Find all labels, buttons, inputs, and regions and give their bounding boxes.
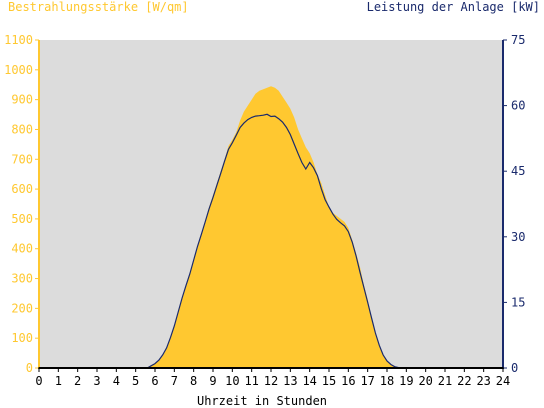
x-tick-label: 11 [244,374,258,388]
left-tick-label: 100 [11,331,33,345]
x-tick-label: 19 [399,374,413,388]
irradiance-area-series [39,86,503,368]
x-tick-label: 15 [322,374,336,388]
x-tick-label: 12 [264,374,278,388]
series-layer [39,86,503,369]
x-tick-label: 5 [132,374,139,388]
x-tick-label: 4 [113,374,120,388]
left-tick-label: 200 [11,301,33,315]
right-tick-label: 75 [511,33,525,47]
right-tick-label: 60 [511,99,525,113]
right-tick-label: 0 [511,361,518,375]
x-tick-label: 18 [380,374,394,388]
x-tick-label: 24 [496,374,510,388]
x-tick-label: 17 [360,374,374,388]
left-tick-label: 700 [11,152,33,166]
x-tick-label: 10 [225,374,239,388]
x-tick-label: 8 [190,374,197,388]
x-tick-label: 20 [418,374,432,388]
x-tick-label: 21 [438,374,452,388]
x-tick-label: 1 [55,374,62,388]
x-tick-label: 23 [476,374,490,388]
left-tick-label: 600 [11,182,33,196]
x-axis-title: Uhrzeit in Stunden [197,394,327,408]
left-tick-label: 1000 [4,63,33,77]
x-tick-label: 9 [209,374,216,388]
x-tick-label: 0 [35,374,42,388]
x-tick-label: 2 [74,374,81,388]
ticks-layer: 0100200300400500600700800900100011000153… [4,33,525,388]
left-axis-title: Bestrahlungsstärke [W/qm] [8,0,189,14]
left-tick-label: 800 [11,122,33,136]
right-tick-label: 15 [511,295,525,309]
x-tick-label: 3 [93,374,100,388]
left-tick-label: 900 [11,93,33,107]
x-tick-label: 16 [341,374,355,388]
x-tick-label: 13 [283,374,297,388]
left-tick-label: 300 [11,272,33,286]
right-tick-label: 45 [511,164,525,178]
left-tick-label: 1100 [4,33,33,47]
power-line-series [39,113,503,369]
x-tick-label: 6 [151,374,158,388]
right-tick-label: 30 [511,230,525,244]
x-tick-label: 22 [457,374,471,388]
left-tick-label: 500 [11,212,33,226]
left-tick-label: 0 [26,361,33,375]
x-tick-label: 14 [302,374,316,388]
left-tick-label: 400 [11,242,33,256]
x-tick-label: 7 [171,374,178,388]
right-axis-title: Leistung der Anlage [kW] [367,0,540,14]
